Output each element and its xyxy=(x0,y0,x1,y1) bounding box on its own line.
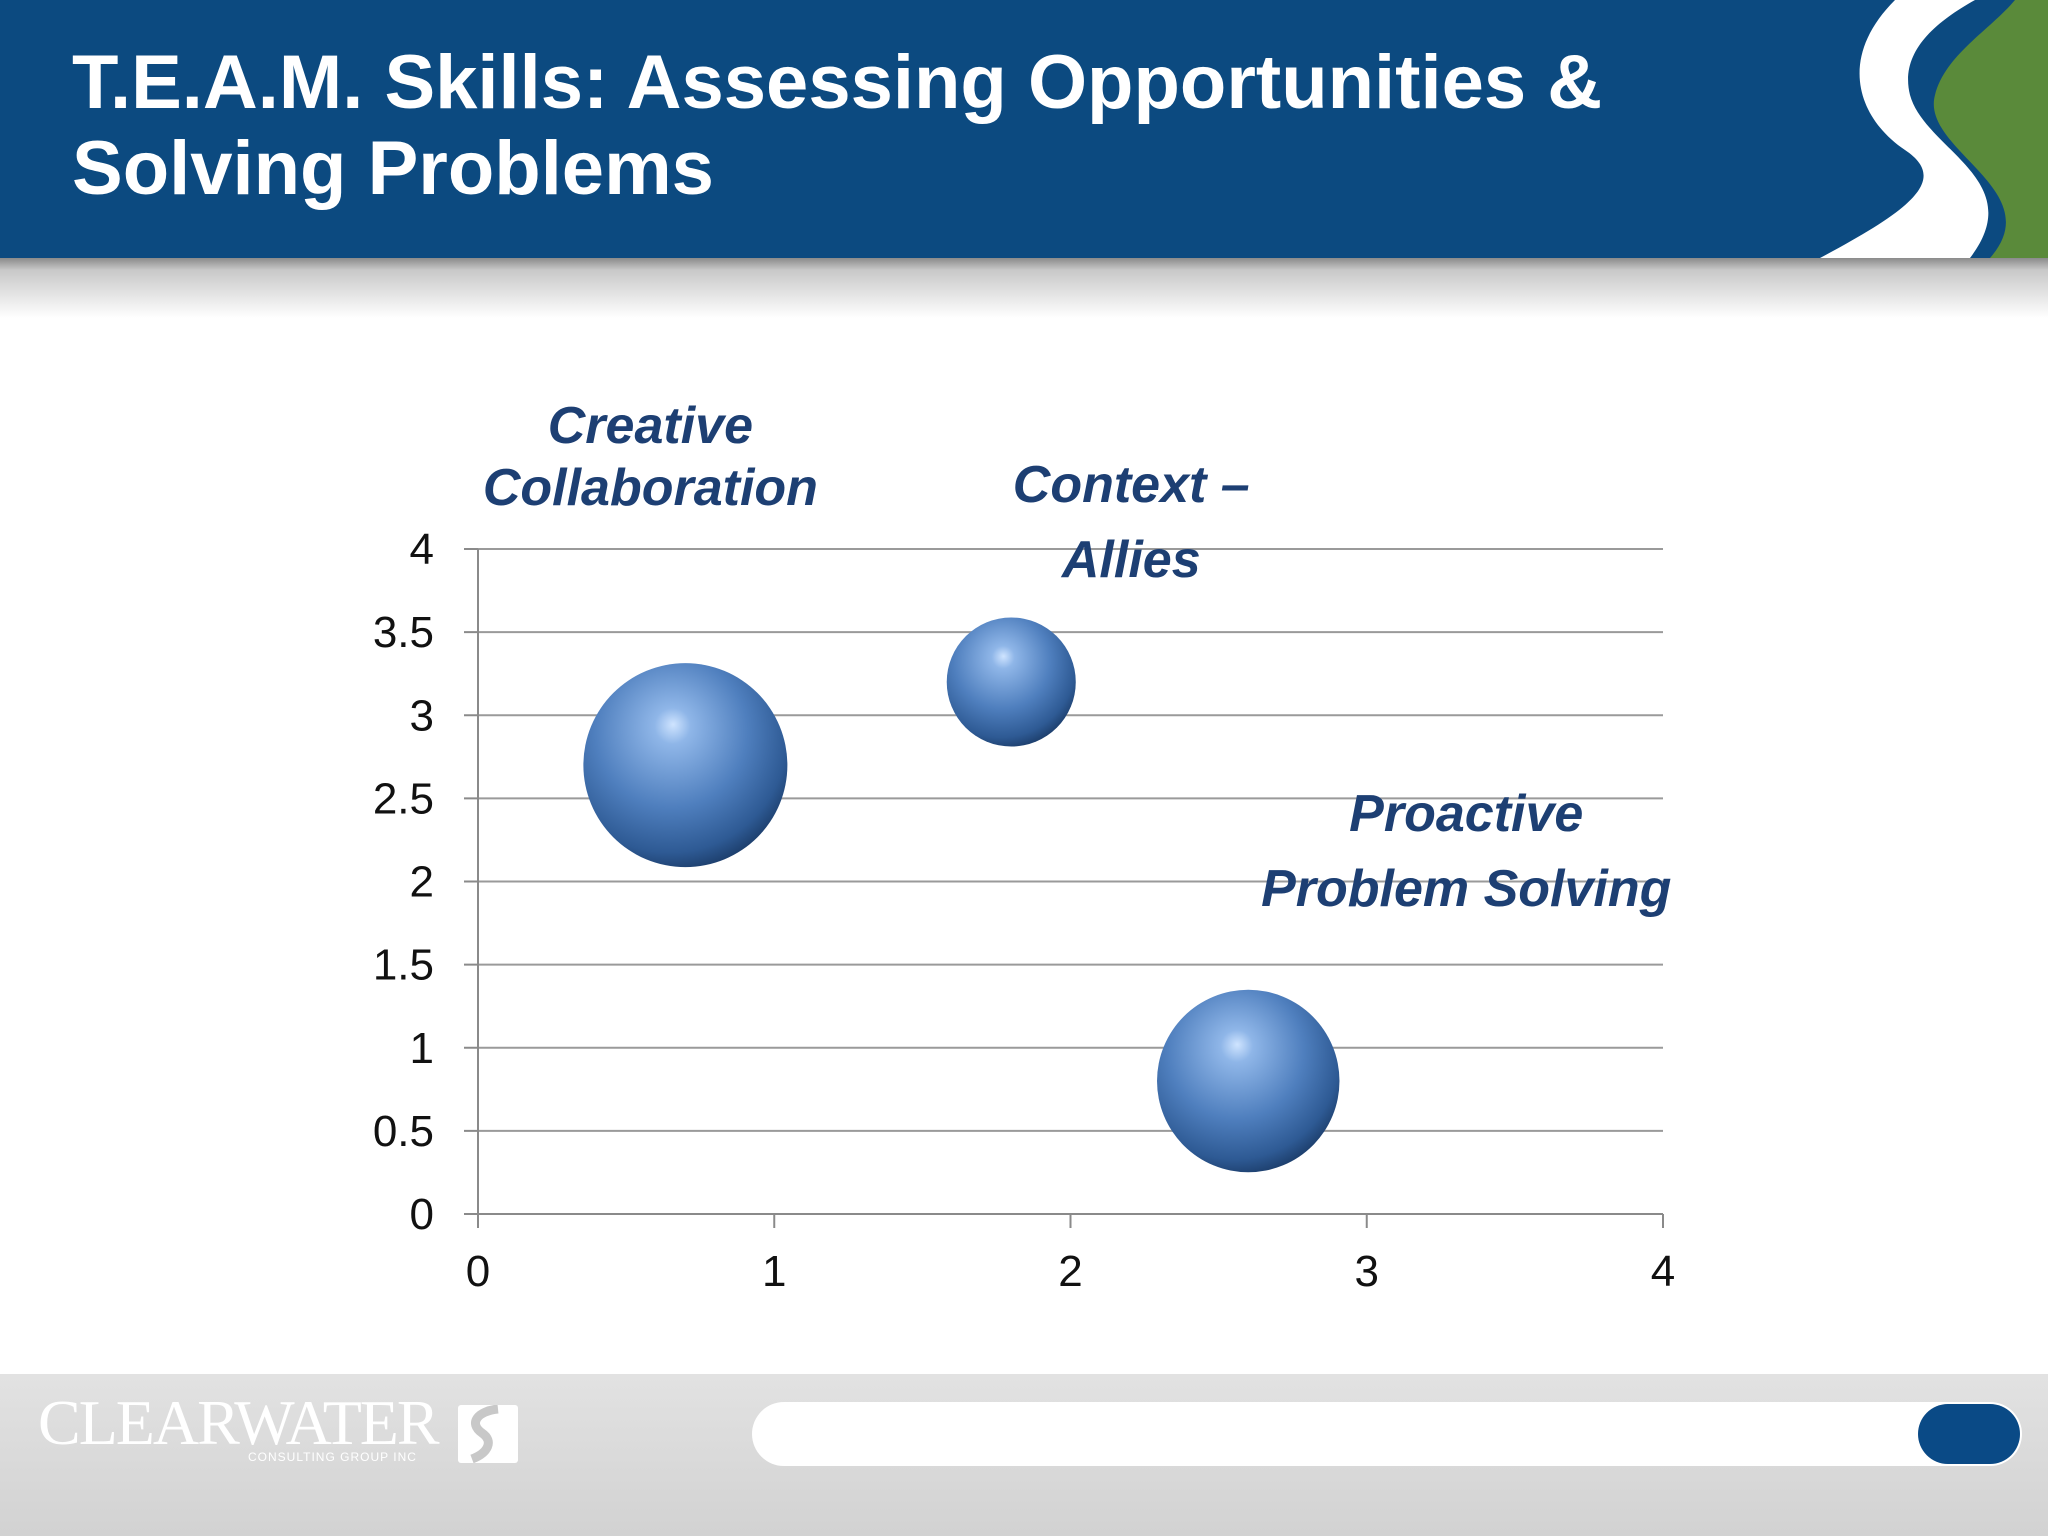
y-tick-label: 1 xyxy=(410,1024,434,1073)
bubbles xyxy=(583,617,1340,1173)
x-tick-label: 1 xyxy=(762,1247,786,1296)
bubble-label: Collaboration xyxy=(483,459,818,517)
bubble-chart: 0 0.5 1 1.5 2 2.5 3 3.5 4 0 1 2 3 4 CreativeCollabora… xyxy=(373,397,1675,1296)
x-tick-label: 0 xyxy=(466,1247,490,1296)
clearwater-logo: CLEARWATER xyxy=(38,1387,440,1458)
bubble-label: Context – xyxy=(1013,456,1250,514)
bubble-label: Creative xyxy=(548,397,753,455)
playback-progress-thumb[interactable] xyxy=(1918,1404,2020,1464)
swoosh-logo-icon xyxy=(1820,0,2048,258)
bubble-label: Proactive xyxy=(1349,785,1583,843)
y-tick-label: 3.5 xyxy=(373,608,434,657)
y-tick-label: 0.5 xyxy=(373,1107,434,1156)
y-tick-label: 2 xyxy=(410,858,434,907)
bubble xyxy=(1157,989,1340,1173)
x-tick-label: 3 xyxy=(1355,1247,1379,1296)
bubble-label: Allies xyxy=(1060,531,1201,589)
slide-header: T.E.A.M. Skills: Assessing Opportunities… xyxy=(0,0,2048,258)
axes: 0 0.5 1 1.5 2 2.5 3 3.5 4 0 1 2 3 4 xyxy=(373,525,1675,1296)
y-tick-label: 2.5 xyxy=(373,774,434,823)
clearwater-mark-icon xyxy=(458,1404,518,1464)
y-tick-label: 0 xyxy=(410,1190,434,1239)
y-tick-label: 1.5 xyxy=(373,941,434,990)
clearwater-logo-subtext: CONSULTING GROUP INC xyxy=(248,1450,417,1464)
bubble-label: Problem Solving xyxy=(1261,860,1671,918)
y-tick-label: 4 xyxy=(410,525,434,574)
bubble xyxy=(583,663,788,868)
header-shadow xyxy=(0,258,2048,318)
playback-progress-track[interactable] xyxy=(752,1402,2022,1466)
gridlines xyxy=(478,548,1663,1132)
y-tick-label: 3 xyxy=(410,691,434,740)
bubble xyxy=(946,617,1076,747)
x-tick-label: 4 xyxy=(1651,1247,1675,1296)
x-tick-label: 2 xyxy=(1058,1247,1082,1296)
slide-title: T.E.A.M. Skills: Assessing Opportunities… xyxy=(72,40,1603,211)
